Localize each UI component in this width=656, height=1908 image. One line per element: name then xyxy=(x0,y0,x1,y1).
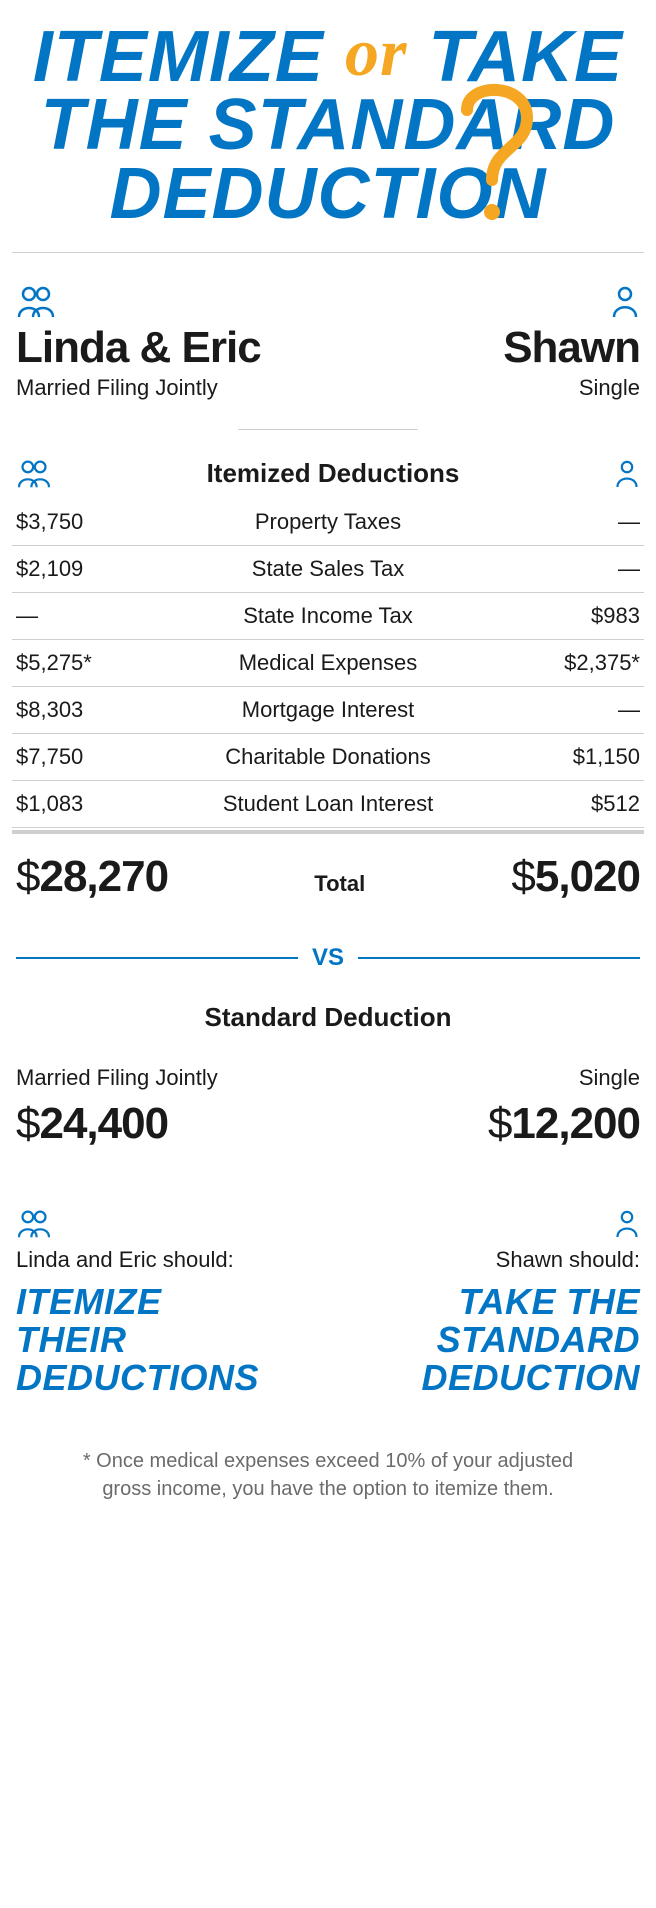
deductions-table: $3,750Property Taxes—$2,109State Sales T… xyxy=(12,499,644,828)
footnote: * Once medical expenses exceed 10% of yo… xyxy=(68,1447,588,1503)
standard-left-status: Married Filing Jointly xyxy=(16,1065,218,1091)
row-label: State Income Tax xyxy=(146,603,510,629)
single-icon xyxy=(614,459,640,489)
persona-left: Linda & Eric Married Filing Jointly xyxy=(16,285,261,401)
persona-right-status: Single xyxy=(579,375,640,401)
title-deduction: DEDUCTION xyxy=(110,154,547,234)
reco-left-v2: THEIR xyxy=(16,1321,259,1359)
table-row: $1,083Student Loan Interest$512 xyxy=(12,781,644,828)
reco-left-who: Linda and Eric should: xyxy=(16,1247,234,1273)
table-row: $8,303Mortgage Interest— xyxy=(12,687,644,734)
title-line-3: DEDUCTION xyxy=(110,160,547,228)
reco-right-v2: STANDARD xyxy=(422,1321,641,1359)
persona-right: Shawn Single xyxy=(503,285,640,401)
row-right: — xyxy=(510,697,640,723)
standard-right-amount: $12,200 xyxy=(488,1099,640,1149)
reco-left-v3: DEDUCTIONS xyxy=(16,1359,259,1397)
row-left: $5,275* xyxy=(16,650,146,676)
persona-left-name: Linda & Eric xyxy=(16,323,261,373)
reco-left-v1: ITEMIZE xyxy=(16,1283,259,1321)
row-right: — xyxy=(510,509,640,535)
table-row: $7,750Charitable Donations$1,150 xyxy=(12,734,644,781)
itemized-title: Itemized Deductions xyxy=(52,458,614,489)
table-row: $2,109State Sales Tax— xyxy=(12,546,644,593)
reco-right-verdict: TAKE THE STANDARD DEDUCTION xyxy=(422,1283,641,1396)
vs-row: VS xyxy=(16,944,640,972)
standard-right-value: 12,200 xyxy=(511,1099,640,1148)
itemized-header: Itemized Deductions xyxy=(12,458,644,489)
table-row: —State Income Tax$983 xyxy=(12,593,644,640)
total-right-value: 5,020 xyxy=(535,852,640,901)
row-right: $1,150 xyxy=(510,744,640,770)
couple-icon xyxy=(16,459,52,489)
row-right: $2,375* xyxy=(510,650,640,676)
single-icon xyxy=(610,285,640,319)
divider xyxy=(238,429,418,430)
hero: ITEMIZE or TAKE THE STANDARD DEDUCTION xyxy=(12,20,644,253)
couple-icon xyxy=(16,1209,52,1239)
total-left-value: 28,270 xyxy=(39,852,168,901)
title-line-1: ITEMIZE or TAKE xyxy=(20,20,636,91)
row-right: $983 xyxy=(510,603,640,629)
row-left: $8,303 xyxy=(16,697,146,723)
row-label: Medical Expenses xyxy=(146,650,510,676)
row-label: Student Loan Interest xyxy=(146,791,510,817)
row-right: $512 xyxy=(510,791,640,817)
reco-right-v1: TAKE THE xyxy=(422,1283,641,1321)
standard-title: Standard Deduction xyxy=(12,1002,644,1033)
persona-row: Linda & Eric Married Filing Jointly Shaw… xyxy=(12,285,644,401)
reco-right: Shawn should: TAKE THE STANDARD DEDUCTIO… xyxy=(422,1245,641,1396)
row-right: — xyxy=(510,556,640,582)
standard-left-amount: $24,400 xyxy=(16,1099,168,1149)
row-left: — xyxy=(16,603,146,629)
persona-left-status: Married Filing Jointly xyxy=(16,375,218,401)
row-label: Property Taxes xyxy=(146,509,510,535)
row-left: $3,750 xyxy=(16,509,146,535)
reco-left: Linda and Eric should: ITEMIZE THEIR DED… xyxy=(16,1245,259,1396)
row-left: $2,109 xyxy=(16,556,146,582)
table-row: $3,750Property Taxes— xyxy=(12,499,644,546)
standard-left: Married Filing Jointly $24,400 xyxy=(16,1065,218,1149)
row-label: Mortgage Interest xyxy=(146,697,510,723)
couple-icon xyxy=(16,285,56,319)
reco-left-verdict: ITEMIZE THEIR DEDUCTIONS xyxy=(16,1283,259,1396)
row-left: $7,750 xyxy=(16,744,146,770)
title-or: or xyxy=(345,14,407,90)
total-row: $28,270 Total $5,020 xyxy=(12,834,644,902)
standard-right-status: Single xyxy=(579,1065,640,1091)
row-left: $1,083 xyxy=(16,791,146,817)
row-label: Charitable Donations xyxy=(146,744,510,770)
standard-left-value: 24,400 xyxy=(39,1099,168,1148)
table-row: $5,275*Medical Expenses$2,375* xyxy=(12,640,644,687)
title-line-2: THE STANDARD xyxy=(20,91,636,159)
vs-label: VS xyxy=(312,944,344,972)
recommendation-block: Linda and Eric should: ITEMIZE THEIR DED… xyxy=(12,1209,644,1396)
standard-row: Married Filing Jointly $24,400 Single $1… xyxy=(12,1065,644,1149)
vs-line-right xyxy=(358,957,640,959)
reco-right-v3: DEDUCTION xyxy=(422,1359,641,1397)
total-label: Total xyxy=(314,871,365,897)
standard-right: Single $12,200 xyxy=(488,1065,640,1149)
row-label: State Sales Tax xyxy=(146,556,510,582)
total-right: $5,020 xyxy=(511,852,640,902)
total-left: $28,270 xyxy=(16,852,168,902)
single-icon xyxy=(614,1209,640,1239)
reco-right-who: Shawn should: xyxy=(496,1247,640,1273)
persona-right-name: Shawn xyxy=(503,323,640,373)
vs-line-left xyxy=(16,957,298,959)
